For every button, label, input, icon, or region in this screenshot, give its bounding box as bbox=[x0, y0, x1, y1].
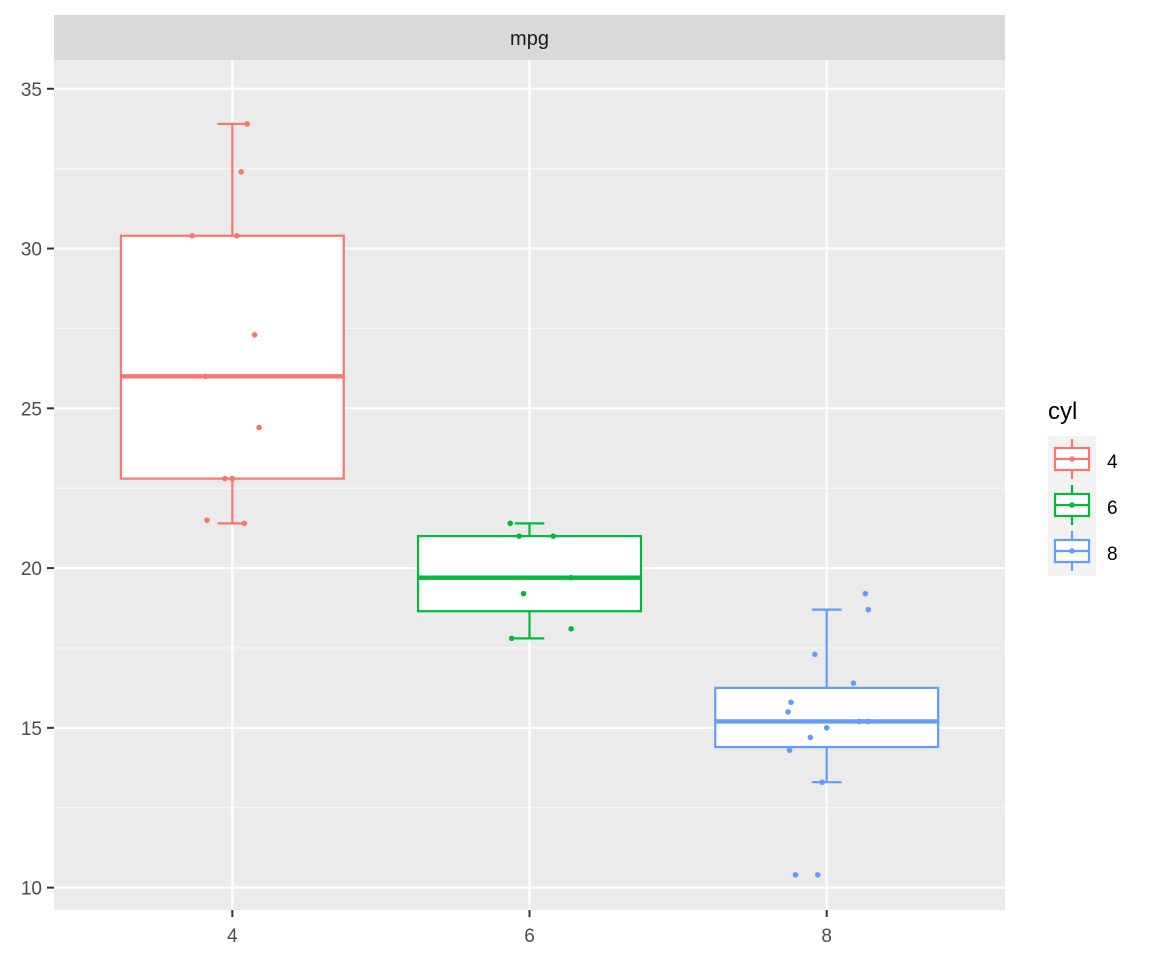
data-point-cyl-4 bbox=[251, 332, 258, 338]
data-point-cyl-6 bbox=[507, 520, 513, 527]
box-cyl-4 bbox=[119, 122, 345, 525]
data-point-cyl-8 bbox=[856, 718, 863, 725]
data-point-cyl-8 bbox=[865, 606, 872, 613]
data-point-cyl-8 bbox=[819, 779, 826, 785]
data-point-cyl-4 bbox=[229, 475, 236, 482]
legend-key-4 bbox=[1053, 439, 1091, 479]
data-point-cyl-8 bbox=[865, 718, 872, 725]
data-point-cyl-4 bbox=[204, 517, 210, 523]
box-iqr bbox=[714, 686, 940, 749]
y-tick-label: 35 bbox=[21, 80, 42, 101]
y-tick-label: 20 bbox=[21, 559, 42, 580]
data-point-cyl-6 bbox=[508, 635, 515, 642]
legend-key-point bbox=[1069, 456, 1075, 462]
box-cyl-8 bbox=[714, 608, 940, 784]
data-point-cyl-4 bbox=[256, 424, 262, 431]
data-point-cyl-4 bbox=[202, 373, 209, 380]
y-tick-label: 10 bbox=[21, 879, 42, 900]
x-tick-label: 4 bbox=[227, 926, 238, 947]
box-iqr bbox=[416, 535, 643, 613]
y-tick-label: 30 bbox=[21, 240, 42, 261]
legend-key-point bbox=[1069, 502, 1075, 508]
axes: 10 15 20 25 30 35 4 6 8 bbox=[21, 80, 832, 947]
legend-title: cyl bbox=[1048, 398, 1077, 425]
data-point-cyl-4 bbox=[244, 121, 250, 127]
data-point-cyl-8 bbox=[785, 709, 791, 715]
legend-label-6: 6 bbox=[1107, 498, 1118, 519]
box-cyl-6 bbox=[416, 522, 643, 640]
legend-key-8 bbox=[1053, 531, 1091, 571]
legend-label-4: 4 bbox=[1107, 452, 1118, 473]
facet-strip bbox=[54, 15, 1005, 60]
data-point-cyl-8 bbox=[850, 680, 857, 686]
data-point-cyl-4 bbox=[238, 169, 245, 175]
data-point-cyl-4 bbox=[233, 232, 240, 239]
data-point-cyl-8 bbox=[814, 872, 821, 878]
data-point-cyl-8 bbox=[862, 590, 869, 597]
boxes bbox=[119, 122, 940, 784]
data-point-cyl-4 bbox=[222, 475, 228, 482]
box-iqr bbox=[119, 234, 345, 480]
data-point-cyl-4 bbox=[241, 520, 247, 527]
legend: cyl 4 6 8 bbox=[1048, 398, 1118, 576]
data-point-cyl-8 bbox=[792, 872, 799, 878]
data-point-cyl-6 bbox=[568, 574, 574, 581]
legend-key-point bbox=[1069, 548, 1075, 554]
data-point-cyl-8 bbox=[807, 734, 814, 741]
y-tick-label: 25 bbox=[21, 399, 42, 420]
data-point-cyl-8 bbox=[786, 747, 793, 754]
data-point-cyl-8 bbox=[812, 651, 818, 658]
data-point-cyl-6 bbox=[550, 533, 557, 539]
data-point-cyl-4 bbox=[189, 232, 195, 239]
data-point-cyl-6 bbox=[568, 625, 574, 632]
y-tick-label: 15 bbox=[21, 719, 42, 740]
data-point-cyl-6 bbox=[520, 590, 527, 597]
legend-label-8: 8 bbox=[1107, 544, 1118, 565]
data-point-cyl-8 bbox=[788, 699, 794, 706]
legend-key-6 bbox=[1053, 485, 1091, 525]
data-point-cyl-6 bbox=[516, 533, 522, 539]
x-tick-label: 8 bbox=[821, 926, 832, 947]
jitter-points bbox=[189, 121, 872, 878]
x-tick-label: 6 bbox=[524, 926, 535, 947]
data-point-cyl-8 bbox=[823, 725, 830, 731]
facet-label: mpg bbox=[510, 28, 549, 50]
